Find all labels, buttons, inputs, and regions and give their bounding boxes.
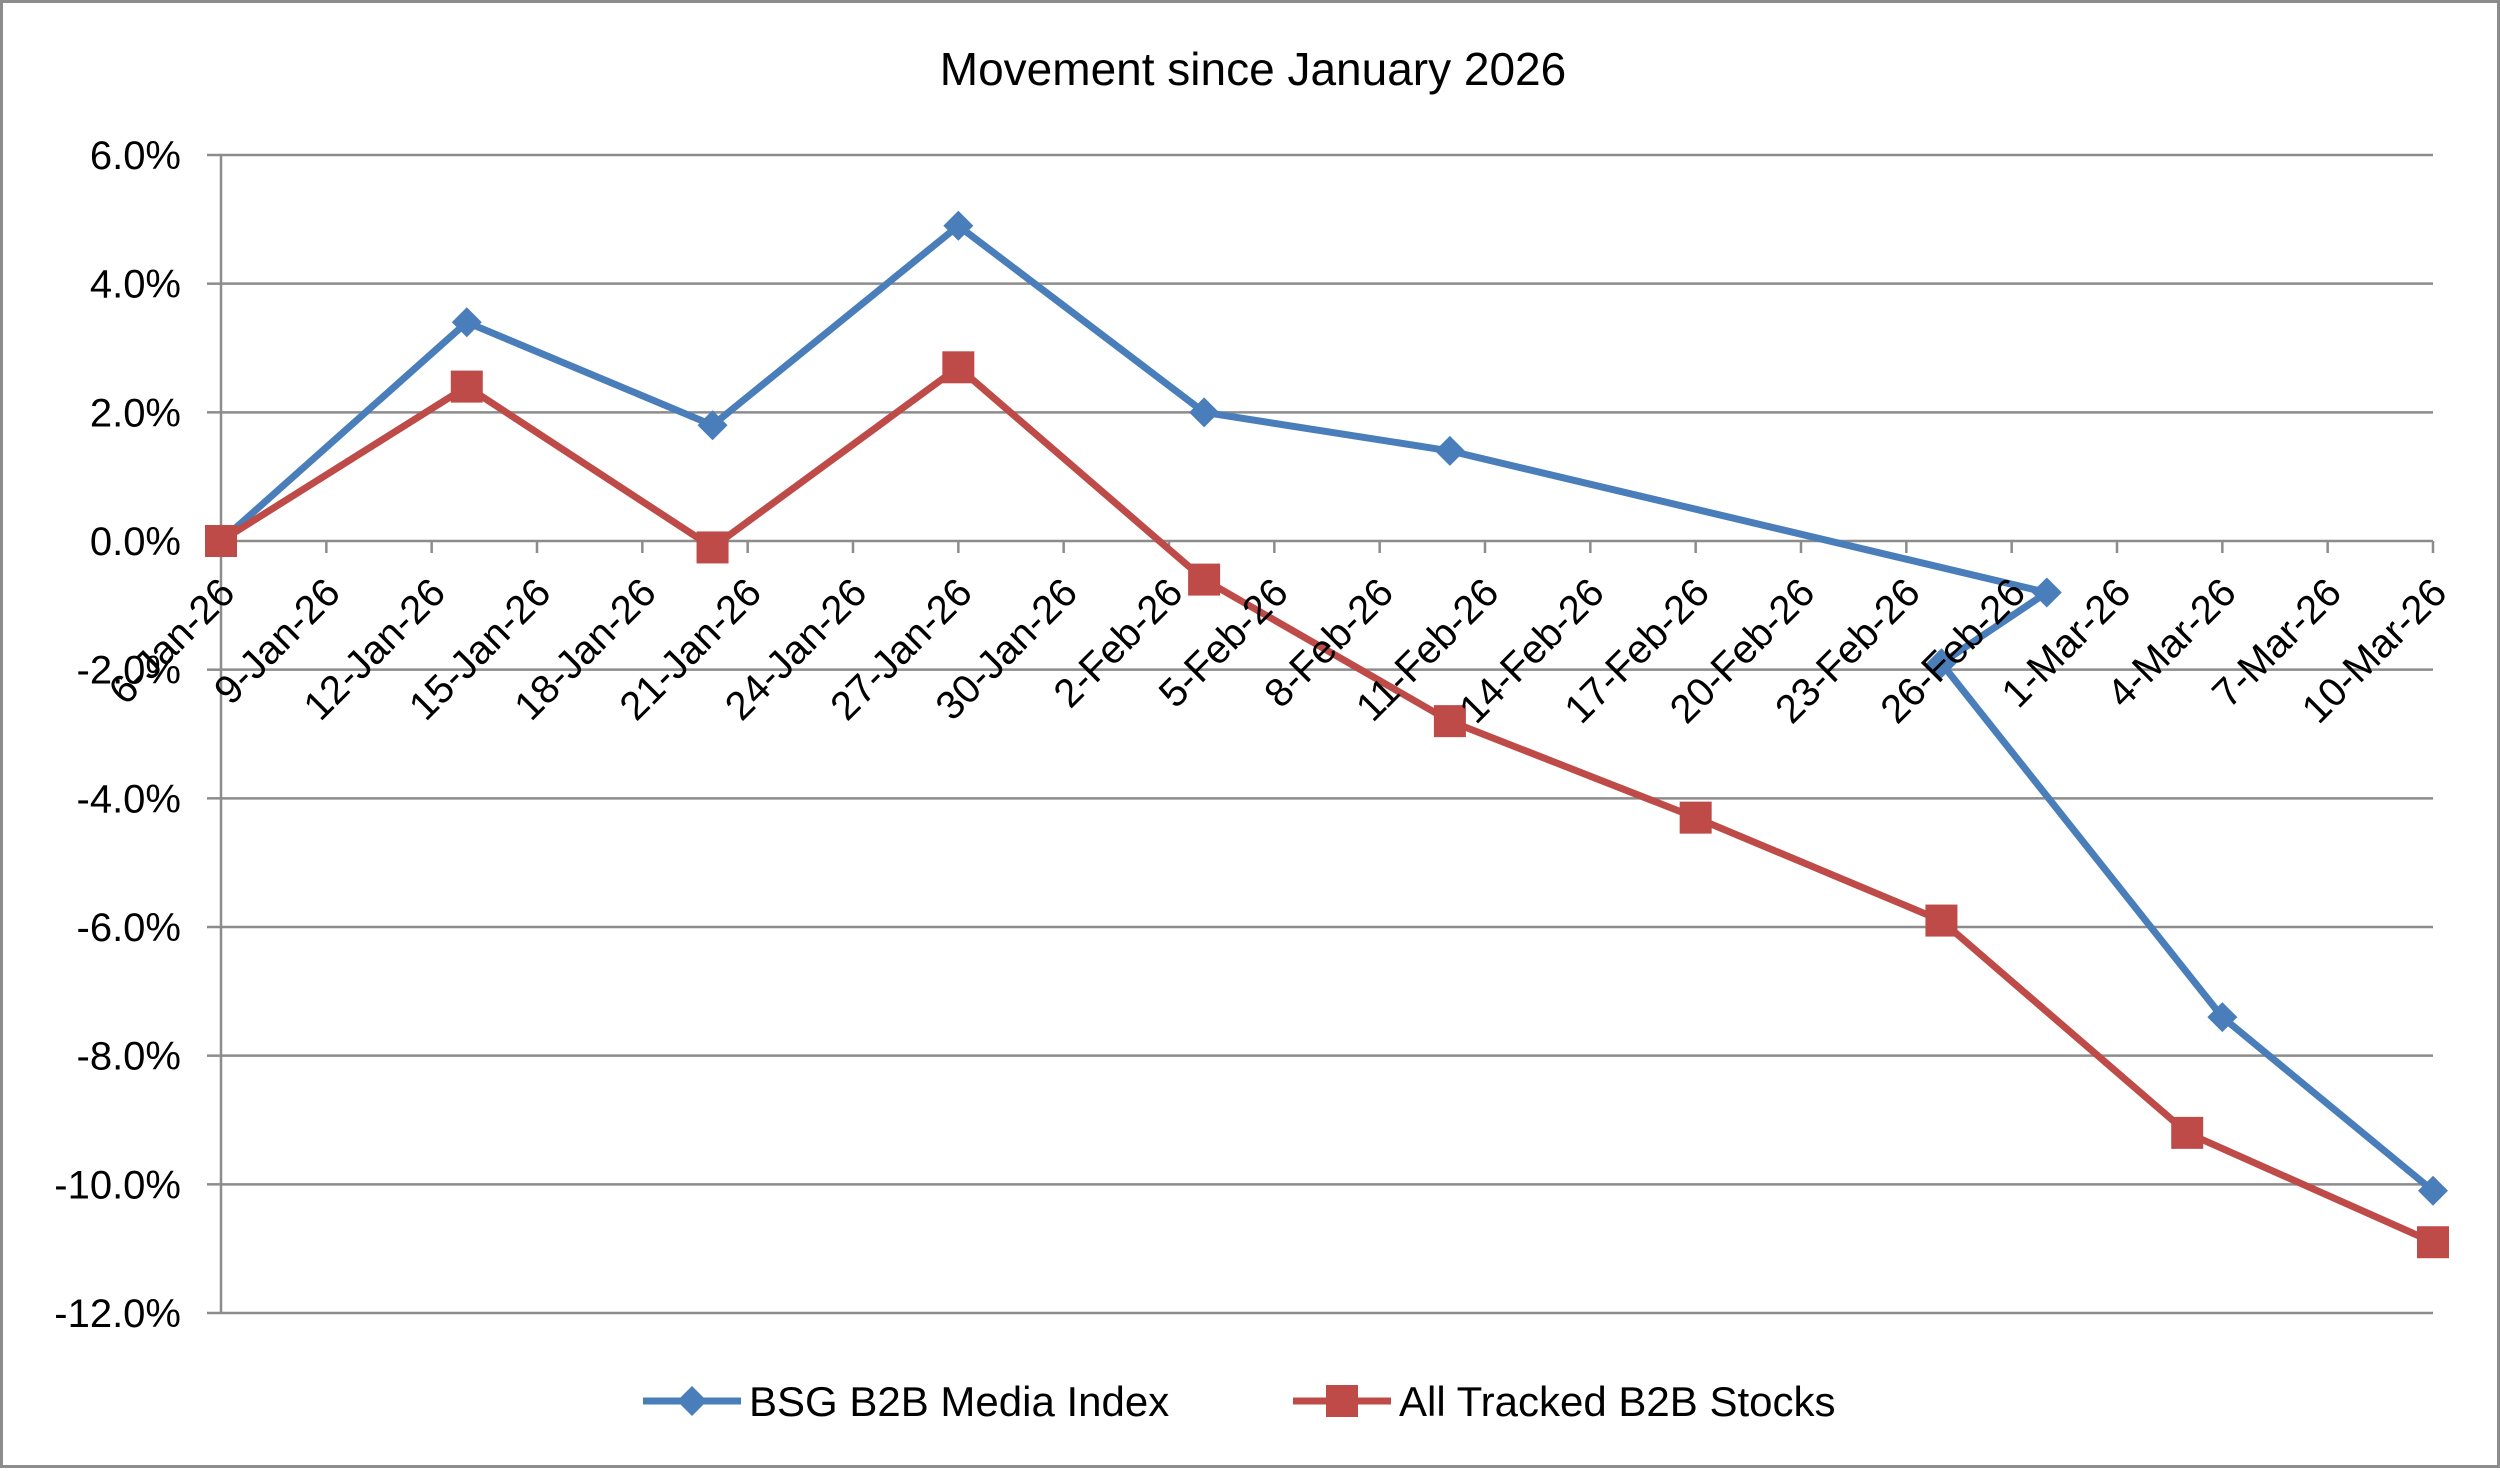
- data-point-stocks: [205, 525, 237, 557]
- data-point-stocks: [696, 531, 729, 564]
- y-tick-label: 6.0%: [90, 134, 181, 178]
- data-point-index: [2031, 577, 2062, 608]
- data-point-index: [1434, 435, 1465, 466]
- y-tick-label: 0.0%: [90, 520, 181, 564]
- gridlines: [221, 153, 2433, 1315]
- data-point-stocks: [942, 351, 975, 384]
- y-tick-label: -2.0%: [77, 649, 182, 693]
- data-point-index: [1189, 397, 1220, 428]
- y-tick-label: -4.0%: [77, 777, 182, 821]
- legend-square-icon: [1326, 1385, 1358, 1417]
- legend-diamond-icon: [677, 1386, 707, 1416]
- y-tick-label: -12.0%: [54, 1292, 181, 1336]
- data-point-index: [943, 210, 974, 241]
- data-point-stocks: [1433, 705, 1466, 738]
- data-point-index: [697, 410, 728, 441]
- axes: [207, 153, 2435, 1315]
- legend-label: All Tracked B2B Stocks: [1399, 1378, 1836, 1425]
- legend-item-index: BSG B2B Media Index: [643, 1378, 1169, 1425]
- y-tick-label: 2.0%: [90, 391, 181, 435]
- data-point-stocks: [1188, 563, 1221, 596]
- series-line-stocks: [217, 363, 2437, 1246]
- data-point-stocks: [2417, 1226, 2449, 1259]
- data-point-index: [2418, 1175, 2448, 1206]
- data-point-index: [451, 307, 482, 338]
- series-lines: [205, 210, 2449, 1259]
- legend-label: BSG B2B Media Index: [749, 1378, 1169, 1425]
- y-tick-label: -6.0%: [77, 906, 182, 950]
- y-tick-label: -8.0%: [77, 1035, 182, 1079]
- x-axis-ticks: 6-Jan-269-Jan-2612-Jan-2615-Jan-2618-Jan…: [101, 570, 2456, 732]
- line-chart: Movement since January 2026 6.0% 4.0% 2.0%…: [54, 43, 2456, 1425]
- y-tick-label: 4.0%: [90, 263, 181, 307]
- data-point-stocks: [2171, 1116, 2204, 1149]
- data-point-index: [2207, 1002, 2238, 1033]
- data-point-stocks: [1925, 904, 1958, 937]
- legend-item-stocks: All Tracked B2B Stocks: [1293, 1378, 1836, 1425]
- data-point-index: [1926, 648, 1957, 679]
- legend: BSG B2B Media Index All Tracked B2B Stock…: [643, 1378, 1836, 1425]
- data-point-stocks: [450, 370, 483, 403]
- chart-title: Movement since January 2026: [940, 43, 1566, 95]
- series-line-index: [217, 222, 2437, 1195]
- y-axis-ticks: 6.0% 4.0% 2.0% 0.0% -2.0% -4.0% -6.0% -8.0% -10.…: [54, 134, 181, 1336]
- y-tick-label: -10.0%: [54, 1163, 181, 1207]
- data-point-stocks: [1679, 801, 1712, 834]
